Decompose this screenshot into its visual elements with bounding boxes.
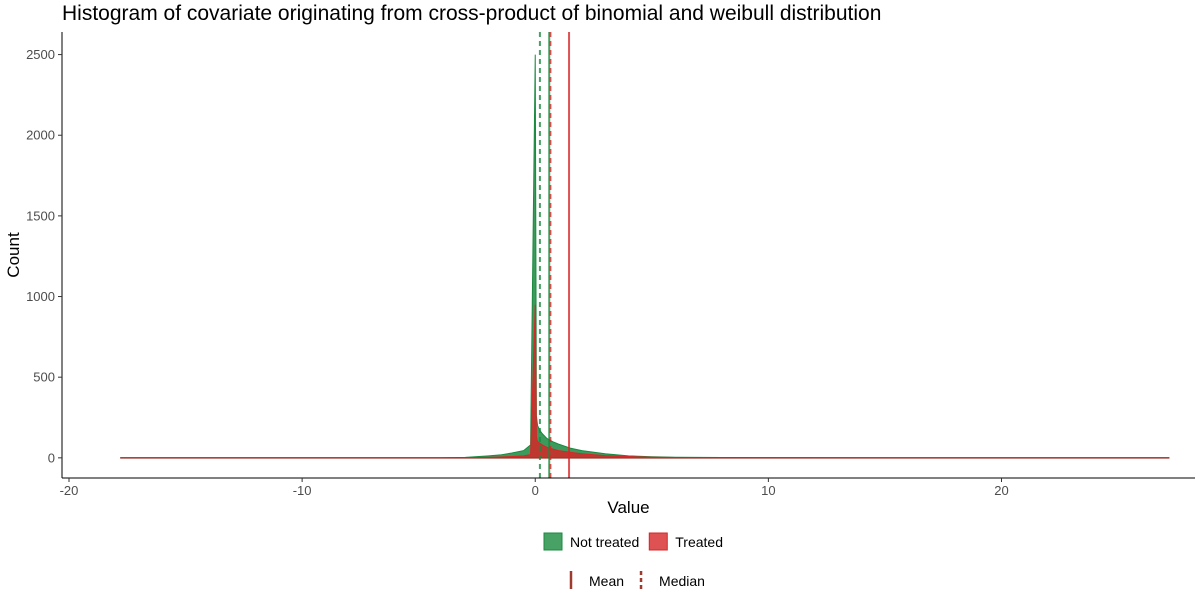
y-tick-label: 0 bbox=[48, 450, 55, 465]
x-tick-label: 0 bbox=[532, 483, 539, 498]
reference-lines-layer bbox=[538, 32, 571, 478]
x-tick-label: -10 bbox=[293, 483, 312, 498]
x-tick-label: 20 bbox=[994, 483, 1008, 498]
x-axis-title: Value bbox=[607, 498, 649, 517]
legend-label-median: Median bbox=[659, 573, 705, 589]
data-layer bbox=[120, 54, 1170, 459]
x-tick-label: -20 bbox=[60, 483, 79, 498]
legend-label-mean: Mean bbox=[589, 573, 624, 589]
series-area-not-treated bbox=[120, 54, 1170, 459]
chart-title: Histogram of covariate originating from … bbox=[62, 2, 882, 25]
legend-label-treated: Treated bbox=[675, 534, 723, 550]
y-axis-title: Count bbox=[4, 232, 23, 278]
axes-layer: -20 -10 0 10 20 0 500 1000 1500 2000 2500 Value Coun… bbox=[4, 32, 1195, 517]
x-tick-label: 10 bbox=[761, 483, 775, 498]
series-area-treated bbox=[120, 304, 1170, 459]
legend-key-treated bbox=[648, 532, 668, 551]
y-tick-label: 500 bbox=[33, 370, 55, 385]
y-tick-label: 2000 bbox=[26, 128, 55, 143]
y-tick-label: 1500 bbox=[26, 208, 55, 223]
legend-layer: Not treated Treated Mean Median bbox=[543, 532, 723, 589]
y-tick-label: 1000 bbox=[26, 289, 55, 304]
legend-key-not-treated bbox=[543, 532, 563, 551]
y-tick-label: 2500 bbox=[26, 47, 55, 62]
legend-label-not-treated: Not treated bbox=[570, 534, 639, 550]
